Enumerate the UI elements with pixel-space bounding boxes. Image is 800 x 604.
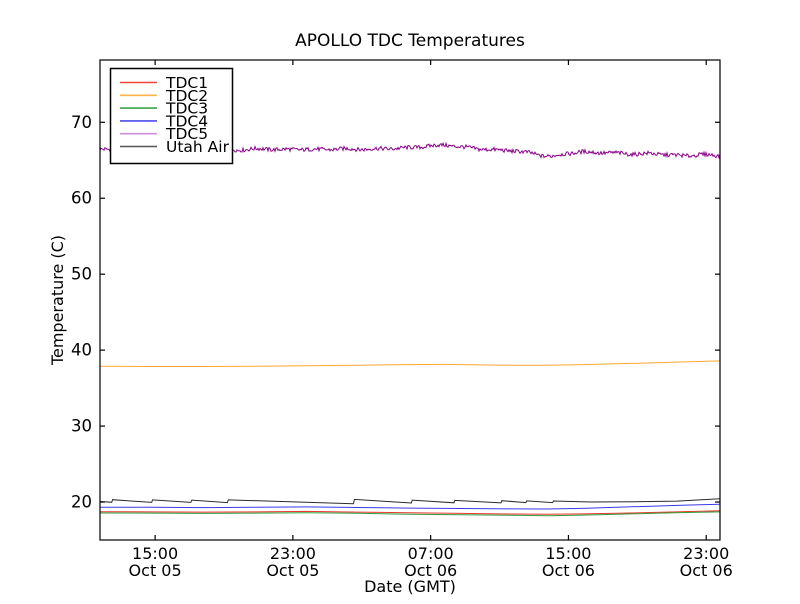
- y-tick-label: 20: [71, 493, 92, 512]
- plot-border: [99, 59, 721, 541]
- x-tick-time: 15:00: [545, 544, 591, 563]
- x-tick-time: 15:00: [132, 544, 178, 563]
- legend-item-tdc4: TDC4: [120, 112, 208, 130]
- legend-item-tdc2: TDC2: [120, 87, 208, 105]
- legend-label: TDC5: [165, 125, 208, 143]
- x-tick-time: 23:00: [270, 544, 316, 563]
- plot-series: [100, 141, 720, 517]
- legend-item-tdc3: TDC3: [120, 100, 208, 118]
- chart-title: APOLLO TDC Temperatures: [295, 31, 525, 51]
- legend-label: Utah Air: [166, 138, 230, 156]
- y-tick-label: 60: [71, 189, 92, 208]
- legend-box: [109, 67, 234, 165]
- plot-frame: [99, 59, 721, 541]
- series-line-tdc3: [100, 511, 720, 517]
- y-axis-label: Temperature (C): [48, 235, 67, 366]
- legend-label: TDC1: [165, 74, 208, 92]
- y-tick-label: 30: [71, 417, 92, 436]
- legend-item-tdc1: TDC1: [120, 74, 208, 92]
- x-tick-date: Oct 06: [542, 561, 595, 580]
- y-tick-label: 70: [71, 113, 92, 132]
- legend-item-tdc5: TDC5: [120, 125, 208, 143]
- x-tick-date: Oct 06: [680, 561, 733, 580]
- x-tick-date: Oct 05: [129, 561, 182, 580]
- x-tick-date: Oct 05: [266, 561, 319, 580]
- x-tick-time: 07:00: [408, 544, 454, 563]
- legend-label: TDC2: [165, 87, 208, 105]
- y-tick-label: 50: [71, 265, 92, 284]
- series-line-tdc2: [100, 360, 720, 367]
- series-line-utah-air: [100, 498, 720, 505]
- series-line-tdc4: [100, 503, 720, 510]
- legend-label: TDC4: [165, 112, 208, 130]
- y-tick-label: 40: [71, 341, 92, 360]
- series-line-tdc1: [100, 510, 720, 515]
- x-axis-label: Date (GMT): [364, 577, 456, 596]
- legend-label: TDC3: [165, 100, 208, 118]
- x-tick-date: Oct 06: [404, 561, 457, 580]
- x-tick-time: 23:00: [683, 544, 729, 563]
- legend-item-utah-air: Utah Air: [120, 138, 230, 156]
